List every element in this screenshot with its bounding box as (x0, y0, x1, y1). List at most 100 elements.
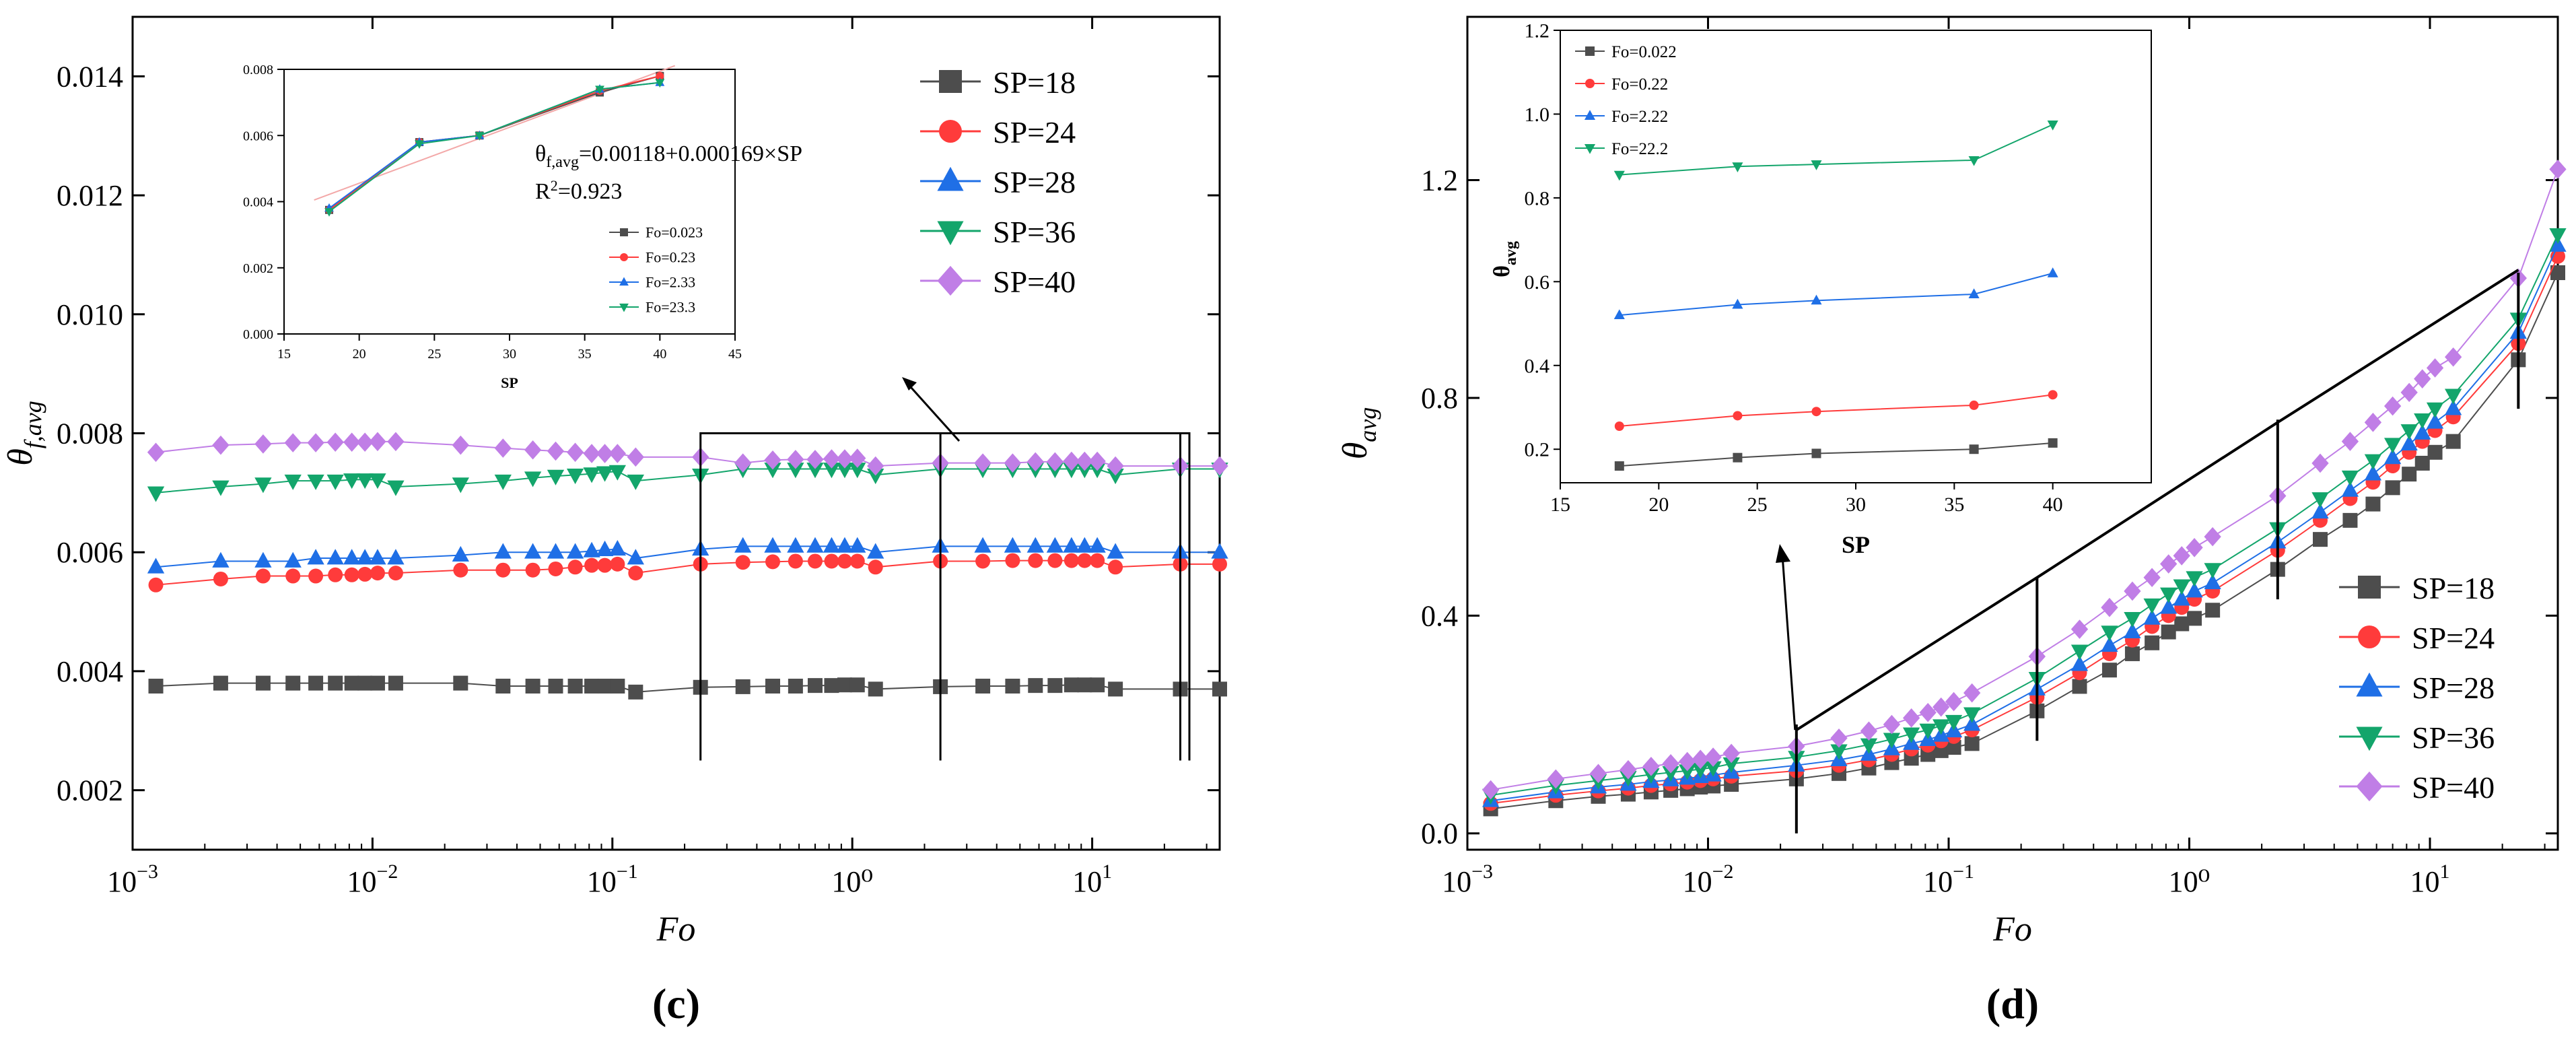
data-point (823, 463, 841, 479)
data-point (148, 679, 164, 694)
data-point (2383, 396, 2402, 416)
data-point (1212, 556, 1227, 572)
x-tick-label: 10−3 (1442, 860, 1493, 898)
y-tick-label: 0.004 (57, 655, 123, 688)
panel-d: 10−3 10−2 10−1 10⁰ 101 0.0 0.4 0.8 1.2 Fo θavg (d) S… (1336, 15, 2567, 1027)
data-point (1088, 451, 1106, 471)
data-point (343, 549, 361, 565)
data-point (1964, 736, 1980, 751)
inset-legend-label: Fo=2.22 (1611, 108, 1668, 126)
legend-label: SP=28 (2412, 671, 2495, 705)
data-point (2101, 636, 2118, 652)
x-tick-label: 10−1 (1923, 860, 1974, 898)
inset-x-tick-label: 30 (1846, 494, 1866, 516)
data-point (284, 433, 302, 452)
data-point (1076, 537, 1094, 553)
data-point (1642, 757, 1660, 776)
data-point (524, 543, 542, 559)
data-point (356, 549, 374, 565)
data-point (1963, 715, 1981, 731)
inset-data-point (2048, 438, 2058, 448)
inset-data-point (1968, 288, 1980, 298)
data-point (975, 553, 991, 569)
data-point (1090, 677, 1105, 693)
data-point (1704, 761, 1722, 777)
data-point (2341, 470, 2359, 486)
data-point (807, 553, 823, 569)
inset-legend-label: Fo=0.23 (646, 249, 695, 266)
data-point (608, 465, 626, 481)
data-point (627, 447, 644, 467)
data-point (788, 553, 803, 569)
legend-label: SP=18 (993, 65, 1076, 100)
inset-legend: Fo=0.023 Fo=0.23 Fo=2.33 Fo=23.3 (609, 224, 703, 316)
data-point (1482, 780, 1500, 800)
inset-data-point (1732, 162, 1743, 172)
data-point (2427, 444, 2443, 460)
series-sp-40 (1482, 160, 2567, 800)
data-point (2186, 582, 2203, 598)
data-point (254, 551, 272, 568)
data-point (2364, 413, 2382, 432)
inset-legend-marker (620, 228, 628, 236)
data-point (1933, 719, 1950, 735)
data-point (567, 560, 583, 575)
data-point (369, 473, 386, 489)
y-tick-label: 1.2 (1421, 164, 1458, 197)
data-point (1860, 721, 1878, 741)
data-point (1722, 743, 1740, 764)
data-point (566, 469, 584, 485)
data-point (357, 566, 373, 582)
fit-equation: θf,avg=0.00118+0.000169×SP (535, 141, 802, 171)
data-point (547, 441, 565, 461)
data-point (1046, 452, 1064, 472)
data-point (1108, 681, 1123, 697)
data-point (608, 540, 626, 556)
legend-marker (937, 166, 964, 191)
inset-legend-label: Fo=0.023 (646, 224, 703, 241)
data-point (610, 556, 625, 572)
data-point (597, 557, 613, 573)
data-point (452, 435, 469, 455)
data-point (566, 543, 584, 559)
data-point (326, 549, 344, 565)
data-point (1722, 757, 1740, 774)
data-point (548, 679, 563, 694)
data-point (975, 679, 991, 694)
data-point (2414, 455, 2430, 471)
data-point (2160, 587, 2178, 603)
data-point (596, 444, 614, 463)
legend-marker (2358, 576, 2381, 599)
data-point (525, 679, 541, 694)
inset-legend-label: Fo=2.33 (646, 274, 695, 291)
data-point (326, 474, 344, 490)
data-point (867, 543, 884, 559)
data-point (388, 566, 403, 581)
data-point (1090, 553, 1105, 568)
data-point (356, 432, 374, 452)
inset-legend-label: Fo=0.022 (1611, 43, 1677, 61)
data-point (2400, 424, 2418, 440)
data-point (1212, 681, 1227, 697)
legend-marker (939, 120, 962, 143)
data-point (1064, 553, 1079, 568)
data-point (1860, 738, 1878, 754)
data-point (806, 450, 824, 469)
inset-x-tick-label: 40 (653, 347, 666, 362)
inset-data-point (1614, 421, 1624, 431)
inset-x-tick-label: 40 (2043, 494, 2063, 516)
data-point (2186, 537, 2203, 557)
data-point (356, 473, 374, 489)
inset-frame (283, 69, 736, 335)
y-axis-title: θavg (1336, 407, 1381, 460)
y-tick-label: 0.008 (57, 417, 123, 450)
data-point (2444, 347, 2462, 367)
data-point (2383, 448, 2402, 465)
inset-series (1613, 267, 2058, 320)
data-point (387, 480, 405, 496)
data-point (2204, 527, 2221, 547)
data-point (2365, 496, 2381, 512)
data-point (2549, 160, 2567, 179)
data-point (608, 444, 626, 463)
